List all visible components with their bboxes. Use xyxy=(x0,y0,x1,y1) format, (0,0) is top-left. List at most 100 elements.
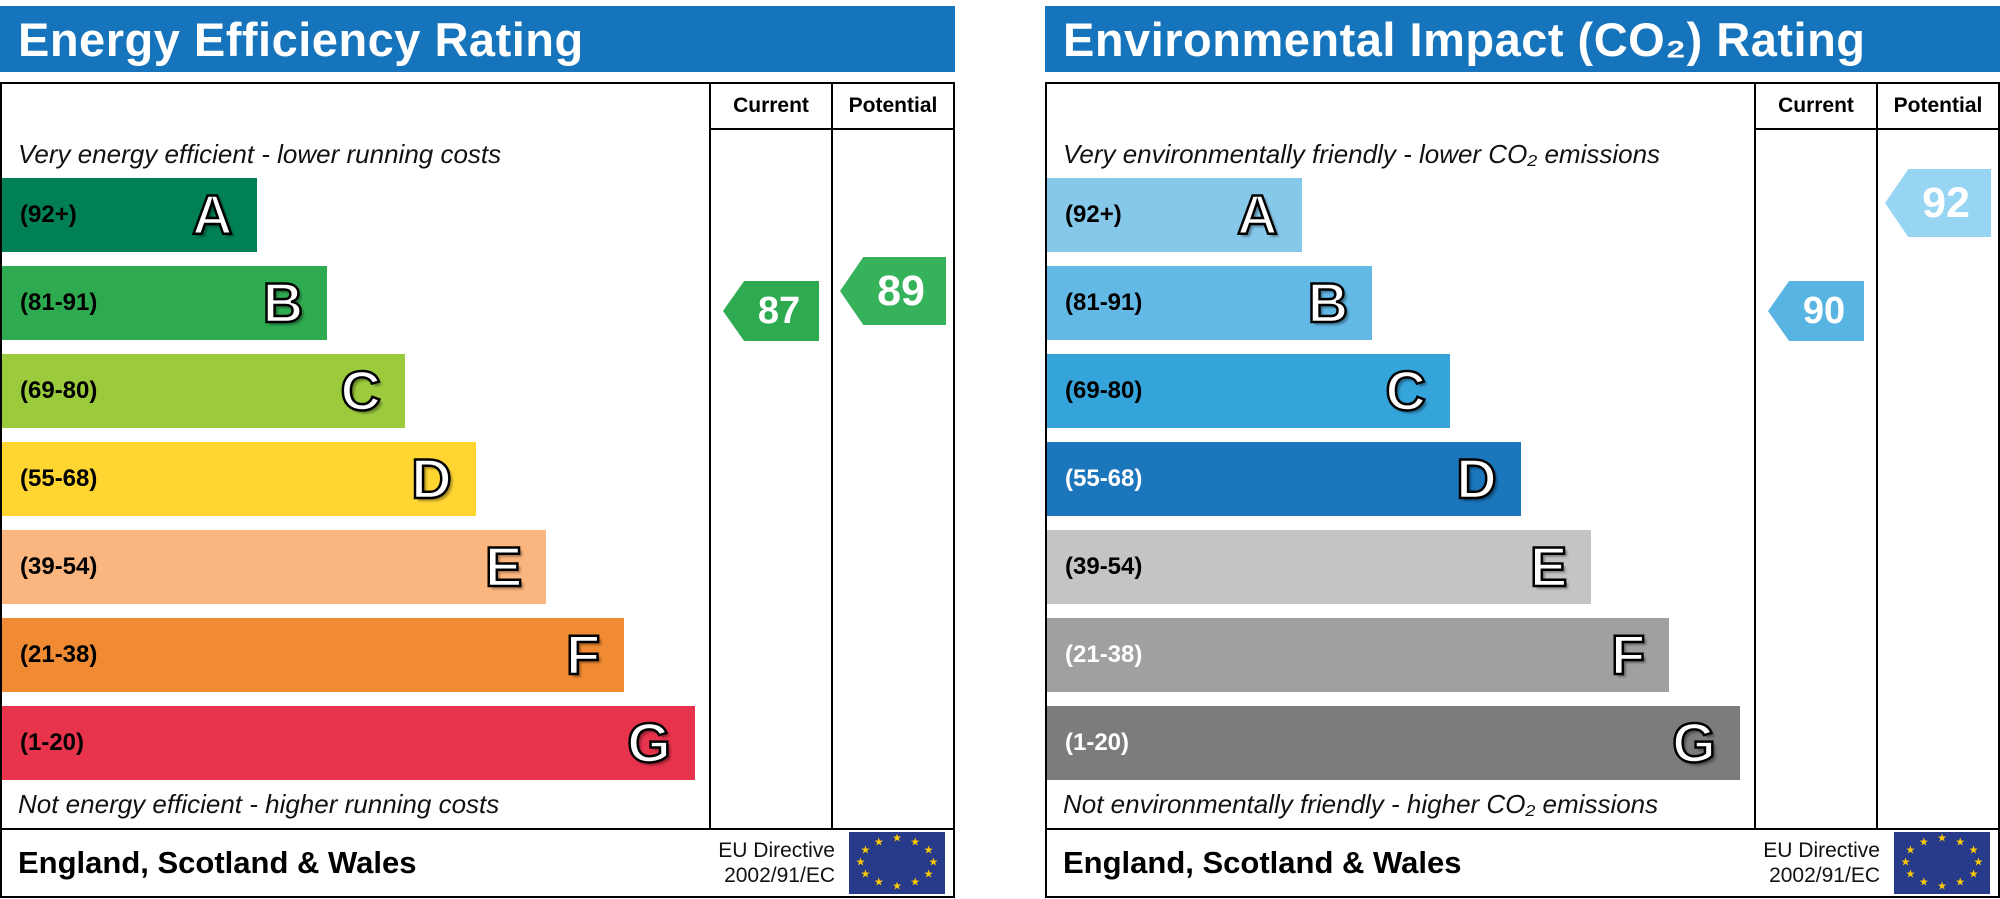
rating-band-row: (1-20) G xyxy=(1047,706,1754,780)
band-range-label: (92+) xyxy=(20,201,77,228)
band-range-label: (21-38) xyxy=(20,641,98,668)
rating-band-row: (21-38) F xyxy=(1047,618,1754,692)
eu-directive-line1: EU Directive xyxy=(1763,838,1880,862)
top-caption: Very energy efficient - lower running co… xyxy=(18,138,502,169)
eu-flag-star-icon: ★ xyxy=(1918,836,1929,849)
current-rating-value: 87 xyxy=(757,289,801,332)
rating-band-bar: (69-80) C xyxy=(2,354,405,428)
energy-chart-title-bar: Energy Efficiency Rating xyxy=(0,6,955,72)
energy-chart-table: Current Potential Very energy efficient … xyxy=(0,82,955,898)
current-column-header: Current xyxy=(709,84,831,130)
environmental-chart-title-bar: Environmental Impact (CO₂) Rating xyxy=(1045,6,2000,72)
band-letter: E xyxy=(1529,535,1569,598)
environmental-impact-chart-panel: Environmental Impact (CO₂) Rating Curren… xyxy=(1045,6,2000,898)
rating-band-bar: (21-38) F xyxy=(2,618,625,692)
band-letter: B xyxy=(1307,271,1350,334)
energy-band-chart-area: Very energy efficient - lower running co… xyxy=(2,130,709,828)
eu-flag-star-icon: ★ xyxy=(1937,880,1947,893)
rating-band-bar: (1-20) G xyxy=(2,706,695,780)
rating-band-row: (92+) A xyxy=(1047,178,1754,252)
eu-flag-star-icon: ★ xyxy=(1968,868,1979,881)
band-letter: D xyxy=(1455,447,1498,510)
band-range-label: (69-80) xyxy=(20,377,98,404)
band-letter: B xyxy=(262,271,305,334)
band-range-label: (21-38) xyxy=(1065,641,1143,668)
potential-column-header: Potential xyxy=(831,84,953,130)
region-label: England, Scotland & Wales xyxy=(18,845,417,880)
rating-band-row: (21-38) F xyxy=(2,618,709,692)
rating-band-row: (1-20) G xyxy=(2,706,709,780)
rating-band-row: (69-80) C xyxy=(2,354,709,428)
potential-rating-arrow: 92 xyxy=(1885,169,1991,237)
band-letter: F xyxy=(565,623,602,686)
energy-efficiency-chart-panel: Energy Efficiency Rating Current Potenti… xyxy=(0,6,955,898)
eu-flag-star-icon: ★ xyxy=(923,868,934,881)
eu-flag-star-icon: ★ xyxy=(860,844,871,857)
eu-flag-star-icon: ★ xyxy=(910,836,921,849)
eu-flag-star-icon: ★ xyxy=(923,844,934,857)
rating-band-bar: (55-68) D xyxy=(2,442,476,516)
eu-flag-star-icon: ★ xyxy=(1968,844,1979,857)
eu-flag-icon: ★ ★ ★ ★ ★ ★ ★ ★ ★ ★ ★ ★ xyxy=(1894,832,1990,894)
eu-flag-star-icon: ★ xyxy=(1918,876,1929,889)
rating-band-row: (81-91) B xyxy=(1047,266,1754,340)
potential-rating-arrow: 89 xyxy=(840,257,946,325)
region-label: England, Scotland & Wales xyxy=(1063,845,1462,880)
eu-flag-star-icon: ★ xyxy=(1900,856,1911,869)
eu-directive-line2: 2002/91/EC xyxy=(1769,864,1880,887)
rating-band-row: (69-80) C xyxy=(1047,354,1754,428)
band-letter: A xyxy=(191,183,234,246)
current-rating-column: 90 xyxy=(1754,130,1876,828)
rating-band-bar: (92+) A xyxy=(2,178,257,252)
top-caption: Very environmentally friendly - lower CO… xyxy=(1063,138,1661,169)
potential-rating-column: 92 xyxy=(1876,130,1998,828)
band-letter: C xyxy=(1384,359,1427,422)
eu-directive-line1: EU Directive xyxy=(718,838,835,862)
current-rating-column: 87 xyxy=(709,130,831,828)
band-range-label: (1-20) xyxy=(1065,729,1130,756)
rating-band-bar: (21-38) F xyxy=(1047,618,1670,692)
eu-flag-star-icon: ★ xyxy=(928,856,939,869)
eu-flag-star-icon: ★ xyxy=(1955,876,1966,889)
band-letter: A xyxy=(1236,183,1279,246)
rating-band-bar: (81-91) B xyxy=(2,266,328,340)
band-range-label: (1-20) xyxy=(20,729,85,756)
band-range-label: (81-91) xyxy=(20,289,98,316)
eu-flag-star-icon: ★ xyxy=(860,868,871,881)
band-letter: G xyxy=(1671,711,1717,774)
energy-rating-bands: (92+) A (81-91) B (69-80) C (55-68) D (3… xyxy=(2,178,709,780)
environmental-band-chart-area: Very environmentally friendly - lower CO… xyxy=(1047,130,1754,828)
eu-flag-star-icon: ★ xyxy=(873,876,884,889)
current-rating-value: 90 xyxy=(1802,289,1846,332)
eu-flag-star-icon: ★ xyxy=(1905,868,1916,881)
energy-chart-footer: England, Scotland & Wales EU Directive 2… xyxy=(2,828,953,896)
rating-band-bar: (92+) A xyxy=(1047,178,1302,252)
potential-column-header: Potential xyxy=(1876,84,1998,130)
eu-directive-label: EU Directive 2002/91/EC xyxy=(718,838,835,888)
eu-directive-label: EU Directive 2002/91/EC xyxy=(1763,838,1880,888)
rating-band-bar: (1-20) G xyxy=(1047,706,1740,780)
eu-flag-star-icon: ★ xyxy=(910,876,921,889)
rating-band-row: (55-68) D xyxy=(1047,442,1754,516)
band-range-label: (81-91) xyxy=(1065,289,1143,316)
rating-band-bar: (81-91) B xyxy=(1047,266,1373,340)
rating-band-bar: (39-54) E xyxy=(1047,530,1592,604)
bottom-caption: Not environmentally friendly - higher CO… xyxy=(1063,788,1659,819)
band-letter: D xyxy=(410,447,453,510)
table-corner-cell xyxy=(1047,84,1754,130)
current-column-header: Current xyxy=(1754,84,1876,130)
band-range-label: (55-68) xyxy=(20,465,98,492)
current-rating-arrow: 90 xyxy=(1768,281,1864,341)
environmental-chart-grid: Current Potential Very environmentally f… xyxy=(1047,84,1998,828)
rating-band-row: (55-68) D xyxy=(2,442,709,516)
eu-flag-star-icon: ★ xyxy=(1937,832,1947,845)
environmental-rating-bands: (92+) A (81-91) B (69-80) C (55-68) D (3… xyxy=(1047,178,1754,780)
environmental-chart-footer: England, Scotland & Wales EU Directive 2… xyxy=(1047,828,1998,896)
potential-rating-column: 89 xyxy=(831,130,953,828)
eu-directive-line2: 2002/91/EC xyxy=(724,864,835,887)
band-range-label: (39-54) xyxy=(20,553,98,580)
bottom-caption: Not energy efficient - higher running co… xyxy=(18,788,500,819)
energy-chart-grid: Current Potential Very energy efficient … xyxy=(2,84,953,828)
band-letter: E xyxy=(484,535,524,598)
potential-rating-value: 89 xyxy=(877,266,925,315)
